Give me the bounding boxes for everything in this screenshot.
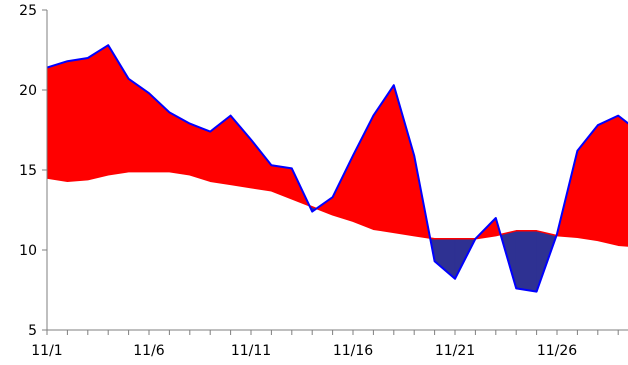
area-segment [46, 60, 68, 182]
area-segment [128, 78, 150, 172]
y-tick-label: 5 [28, 323, 37, 339]
area-segment [332, 155, 354, 222]
area-segment [107, 44, 129, 176]
y-tick-label: 25 [19, 3, 37, 19]
x-tick-label: 11/11 [231, 343, 271, 359]
x-tick-label: 11/26 [537, 343, 577, 359]
area-segment [352, 115, 374, 230]
series-lines [46, 44, 628, 293]
area-segment [271, 164, 293, 200]
x-tick-label: 11/6 [133, 343, 165, 359]
area-segment [515, 230, 537, 292]
upper-series-line [46, 44, 628, 293]
x-tick-label: 11/1 [31, 343, 62, 359]
area-segment [189, 123, 211, 182]
fill-layer [46, 44, 628, 292]
area-segment [209, 114, 231, 185]
area-segment [250, 138, 272, 192]
x-tick-label: 11/16 [333, 343, 373, 359]
y-tick-label: 10 [19, 243, 37, 259]
area-segment [87, 44, 109, 180]
area-segment [617, 114, 628, 247]
area-segment [393, 85, 415, 236]
tick-labels: 5 10 15 20 25 11/1 11/6 11/11 11/16 11/21 11/26 [19, 3, 577, 359]
x-tick-label: 11/21 [435, 343, 475, 359]
area-segment [434, 238, 456, 280]
lower-series-line [46, 170, 628, 247]
axes [42, 9, 628, 335]
y-tick-label: 15 [19, 163, 37, 179]
area-segment [67, 57, 89, 182]
area-segment [577, 124, 599, 241]
area-segment [373, 84, 395, 233]
y-tick-label: 20 [19, 83, 37, 99]
area-segment [148, 92, 170, 172]
area-segment [597, 115, 619, 246]
